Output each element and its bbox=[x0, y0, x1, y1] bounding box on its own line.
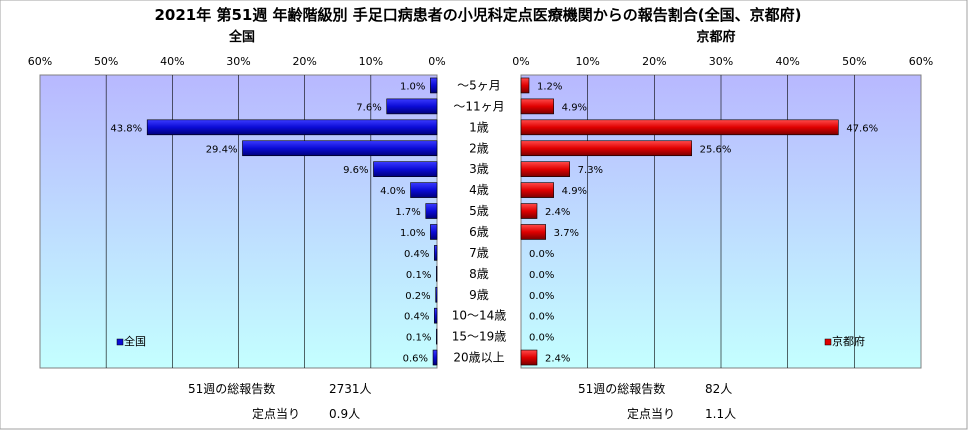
kyoto-total-label: 51週の総報告数 bbox=[578, 381, 665, 396]
national-bar bbox=[386, 98, 438, 115]
kyoto-bar bbox=[520, 203, 538, 219]
national-bar bbox=[436, 328, 438, 345]
kyoto-value-label: 2.4% bbox=[545, 354, 570, 365]
age-category-label: 15～19歳 bbox=[452, 330, 507, 344]
national-value-label: 0.4% bbox=[404, 312, 429, 323]
kyoto-bar bbox=[520, 98, 554, 115]
age-category-label: 9歳 bbox=[469, 288, 489, 302]
national-tick-label: 10% bbox=[359, 55, 383, 68]
national-bar bbox=[425, 203, 438, 219]
national-plot: 60% 50% 40% 30% 20% 10% 0% 1.0% 7.6% 43.8% 29.4% 9… bbox=[28, 55, 446, 369]
national-bar bbox=[410, 182, 438, 198]
kyoto-value-label: 3.7% bbox=[554, 228, 579, 239]
age-category-label: 7歳 bbox=[469, 246, 489, 260]
kyoto-tick-label: 60% bbox=[909, 55, 933, 68]
age-category-label: 1歳 bbox=[469, 120, 489, 134]
national-value-label: 0.1% bbox=[406, 333, 431, 344]
national-bar bbox=[434, 307, 438, 324]
national-value-label: 1.7% bbox=[395, 207, 420, 218]
national-bar bbox=[242, 140, 438, 157]
kyoto-bar bbox=[520, 140, 692, 157]
national-legend-label: 全国 bbox=[124, 334, 146, 348]
national-total-label: 51週の総報告数 bbox=[188, 381, 275, 396]
national-bar bbox=[146, 119, 438, 136]
national-value-label: 1.0% bbox=[400, 81, 425, 92]
national-panel-title: 全国 bbox=[228, 29, 255, 45]
age-category-label: 20歳以上 bbox=[453, 351, 504, 365]
kyoto-value-label: 2.4% bbox=[545, 207, 570, 218]
age-category-label: 8歳 bbox=[469, 267, 489, 281]
kyoto-tick-label: 0% bbox=[512, 55, 529, 68]
age-category-label: 3歳 bbox=[469, 162, 489, 176]
national-bar bbox=[436, 266, 438, 282]
kyoto-value-label: 0.0% bbox=[529, 333, 554, 344]
national-value-label: 4.0% bbox=[380, 186, 405, 197]
national-value-label: 7.6% bbox=[356, 102, 381, 113]
national-bar bbox=[432, 349, 438, 366]
kyoto-bar bbox=[520, 119, 839, 136]
kyoto-bar bbox=[520, 182, 554, 198]
national-value-label: 0.4% bbox=[404, 249, 429, 260]
kyoto-value-label: 4.9% bbox=[562, 102, 587, 113]
kyoto-tick-label: 20% bbox=[642, 55, 666, 68]
national-bar bbox=[373, 161, 438, 177]
national-tick-label: 20% bbox=[292, 55, 316, 68]
age-category-label: 5歳 bbox=[469, 204, 489, 218]
kyoto-bar bbox=[520, 161, 570, 177]
kyoto-tick-label: 30% bbox=[709, 55, 733, 68]
kyoto-value-label: 0.0% bbox=[529, 312, 554, 323]
national-value-label: 0.6% bbox=[403, 354, 428, 365]
national-tick-label: 60% bbox=[28, 55, 52, 68]
kyoto-value-label: 0.0% bbox=[529, 270, 554, 281]
kyoto-per-value: 1.1人 bbox=[705, 407, 736, 421]
kyoto-value-label: 7.3% bbox=[578, 165, 603, 176]
national-bar bbox=[434, 245, 438, 261]
national-value-label: 9.6% bbox=[343, 165, 368, 176]
kyoto-value-label: 25.6% bbox=[700, 144, 732, 155]
age-category-label: 4歳 bbox=[469, 183, 489, 197]
kyoto-tick-label: 40% bbox=[775, 55, 799, 68]
national-value-label: 29.4% bbox=[206, 144, 238, 155]
national-value-label: 43.8% bbox=[110, 123, 142, 134]
national-bar bbox=[435, 286, 438, 303]
national-tick-label: 40% bbox=[160, 55, 184, 68]
kyoto-per-label: 定点当り bbox=[627, 406, 675, 421]
national-value-label: 1.0% bbox=[400, 228, 425, 239]
kyoto-bar bbox=[520, 77, 530, 94]
national-legend-swatch bbox=[116, 338, 124, 346]
age-category-label: ～5ヶ月 bbox=[457, 78, 501, 92]
kyoto-value-label: 0.0% bbox=[529, 291, 554, 302]
national-tick-label: 30% bbox=[226, 55, 250, 68]
age-category-label: 2歳 bbox=[469, 141, 489, 155]
national-tick-label: 0% bbox=[428, 55, 445, 68]
national-total-value: 2731人 bbox=[329, 382, 372, 396]
age-category-label: 6歳 bbox=[469, 225, 489, 239]
kyoto-value-label: 47.6% bbox=[846, 123, 878, 134]
kyoto-total-value: 82人 bbox=[705, 382, 732, 396]
national-per-label: 定点当り bbox=[252, 406, 300, 421]
national-bar bbox=[430, 77, 438, 94]
national-value-label: 0.1% bbox=[406, 270, 431, 281]
age-category-label: 10～14歳 bbox=[452, 309, 507, 323]
age-category-label: ～11ヶ月 bbox=[453, 99, 504, 113]
national-bar bbox=[430, 224, 438, 240]
kyoto-plot: 0% 10% 20% 30% 40% 50% 60% 1.2%4.9%47.6%25.6%7… bbox=[512, 55, 933, 369]
kyoto-tick-label: 10% bbox=[575, 55, 599, 68]
national-tick-label: 50% bbox=[94, 55, 118, 68]
kyoto-value-label: 4.9% bbox=[562, 186, 587, 197]
kyoto-value-label: 1.2% bbox=[537, 81, 562, 92]
kyoto-bar bbox=[520, 349, 538, 366]
chart-title: 2021年 第51週 年齢階級別 手足口病患者の小児科定点医療機関からの報告割合… bbox=[154, 6, 801, 24]
kyoto-tick-label: 50% bbox=[842, 55, 866, 68]
kyoto-legend-swatch bbox=[824, 338, 832, 346]
kyoto-panel-title: 京都府 bbox=[696, 29, 735, 45]
kyoto-bar bbox=[520, 224, 546, 240]
national-per-value: 0.9人 bbox=[329, 407, 360, 421]
national-value-label: 0.2% bbox=[405, 291, 430, 302]
kyoto-legend-label: 京都府 bbox=[832, 334, 865, 348]
kyoto-value-label: 0.0% bbox=[529, 249, 554, 260]
